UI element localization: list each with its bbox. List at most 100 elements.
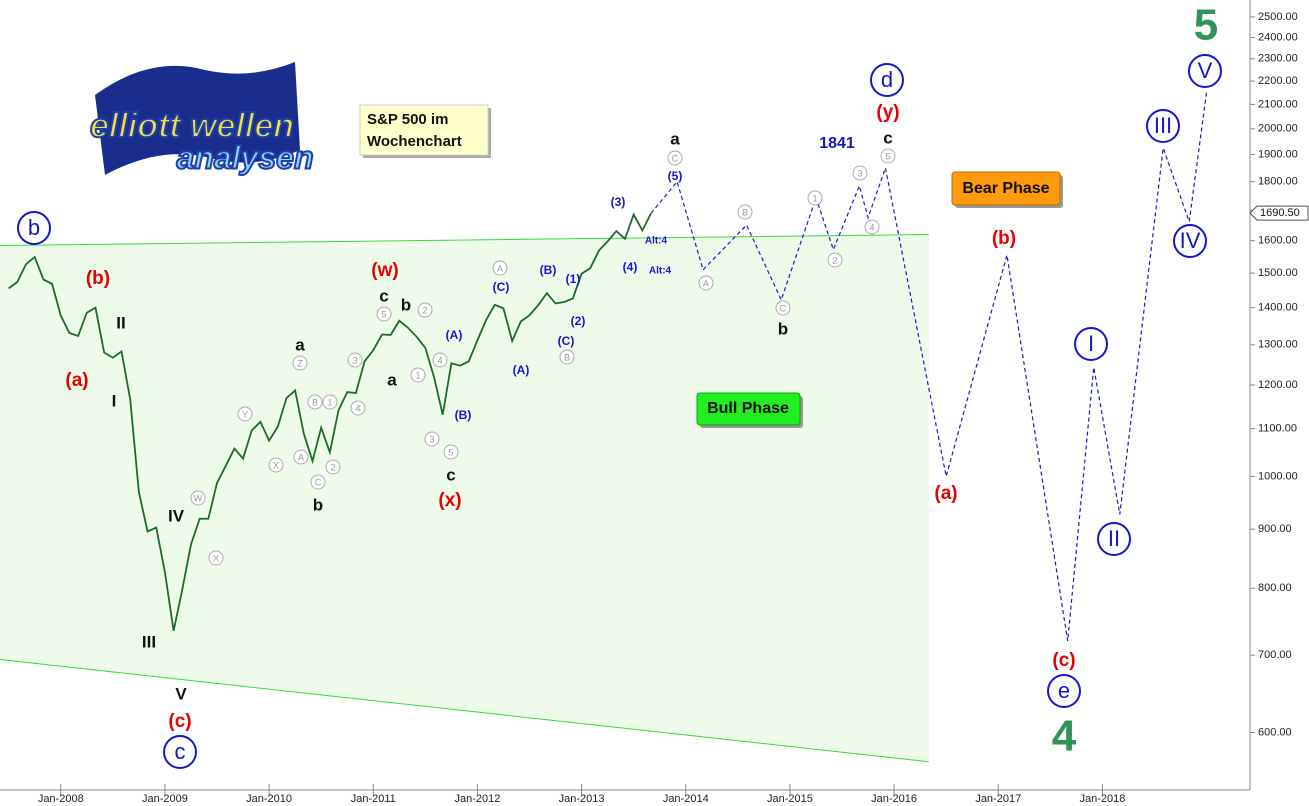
wave-label: 2 [832, 255, 837, 265]
wave-label: 1 [812, 193, 817, 203]
wave-label: I [112, 391, 117, 410]
x-tick-label: Jan-2017 [975, 793, 1021, 805]
wave-label: A [703, 278, 709, 288]
wave-label: (1) [566, 272, 581, 286]
label-circle [307, 394, 323, 410]
label-circle [864, 219, 880, 235]
y-tick-label: 1300.00 [1258, 339, 1298, 351]
label-circle [17, 211, 51, 245]
wave-label: III [142, 632, 156, 651]
wave-label: 5 [885, 151, 890, 161]
y-tick-label: 1900.00 [1258, 148, 1298, 160]
wave-label: 2 [422, 305, 427, 315]
wave-label: II [1108, 526, 1120, 551]
wave-label: (a) [934, 483, 957, 504]
bear-label: Bear Phase [962, 180, 1049, 197]
y-tick-label: 1100.00 [1258, 423, 1297, 435]
forecast-line [650, 91, 1208, 642]
wave-label: a [670, 129, 680, 148]
label-circle [410, 367, 426, 383]
logo-flag [95, 62, 300, 175]
wave-label: 3 [857, 168, 862, 178]
wave-label: V [1198, 58, 1213, 83]
chart-title: S&P 500 im [367, 111, 448, 128]
label-circle [1173, 224, 1207, 258]
label-circle [1047, 674, 1081, 708]
label-circle [268, 457, 284, 473]
wave-label: IV [168, 506, 185, 525]
x-tick-label: Jan-2016 [871, 793, 917, 805]
wave-label: C [780, 303, 787, 313]
wave-label: b [28, 215, 40, 240]
x-tick-label: Jan-2010 [246, 793, 292, 805]
label-circle [775, 300, 791, 316]
logo-text: elliott wellen [90, 107, 294, 145]
bull-label: Bull Phase [707, 400, 789, 417]
label-circle [492, 260, 508, 276]
label-circle [322, 394, 338, 410]
wave-label: (4) [623, 260, 638, 274]
label-circle [417, 302, 433, 318]
wave-label: 4 [355, 403, 360, 413]
last-value-label: 1690.50 [1260, 207, 1300, 219]
wave-label: Alt:4 [649, 266, 672, 277]
label-circle [1097, 522, 1131, 556]
logo: elliott wellen analysen [89, 62, 314, 176]
last-value-marker [1249, 205, 1309, 221]
wave-label: 1 [415, 370, 420, 380]
y-tick-label: 1500.00 [1258, 267, 1298, 279]
label-circle [870, 63, 904, 97]
y-tick-label: 2400.00 [1258, 31, 1298, 43]
y-tick-label: 2500.00 [1258, 11, 1298, 23]
bear-box: Bear Phase [951, 171, 1063, 208]
wave-label: e [1058, 678, 1070, 703]
wave-label: B [564, 352, 570, 362]
logo-text: analysen [177, 139, 314, 175]
x-tick-label: Jan-2012 [454, 793, 500, 805]
wave-label: (b) [992, 228, 1016, 249]
wave-label: 5 [448, 447, 453, 457]
x-tick-label: Jan-2014 [663, 793, 709, 805]
wave-label: b [401, 295, 411, 314]
label-circle [667, 150, 683, 166]
label-circle [807, 190, 823, 206]
wave-label: 4 [437, 355, 442, 365]
price-line [8, 212, 652, 631]
label-circle [292, 355, 308, 371]
label-circle [163, 735, 197, 769]
wave-label: C [315, 477, 322, 487]
wave-label: (y) [876, 102, 899, 123]
wave-label: (x) [438, 490, 461, 511]
y-tick-label: 2000.00 [1258, 123, 1298, 135]
label-circle [432, 352, 448, 368]
x-tick-label: Jan-2011 [351, 793, 396, 805]
label-circle [237, 406, 253, 422]
label-circle [1146, 109, 1180, 143]
box [696, 392, 801, 426]
wave-label: c [175, 739, 186, 764]
box [359, 104, 489, 156]
y-tick-label: 1000.00 [1258, 470, 1298, 482]
y-tick-label: 2200.00 [1258, 75, 1298, 87]
bull-box: Bull Phase [696, 392, 803, 428]
wave-label: 5 [381, 309, 386, 319]
wave-label: IV [1180, 228, 1201, 253]
label-circle [350, 400, 366, 416]
wave-label: B [312, 397, 318, 407]
label-circle [698, 275, 714, 291]
wave-label: (c) [168, 711, 191, 732]
wave-label: c [446, 465, 455, 484]
label-circle [376, 306, 392, 322]
x-tick-label: Jan-2008 [38, 793, 84, 805]
y-tick-label: 1200.00 [1258, 379, 1298, 391]
label-circle [880, 148, 896, 164]
wave-label: a [387, 370, 397, 389]
title-box: S&P 500 im Wochenchart [359, 104, 491, 158]
y-tick-label: 700.00 [1258, 649, 1292, 661]
wave-label: X [213, 553, 219, 563]
label-circle [1188, 54, 1222, 88]
label-circle [293, 449, 309, 465]
